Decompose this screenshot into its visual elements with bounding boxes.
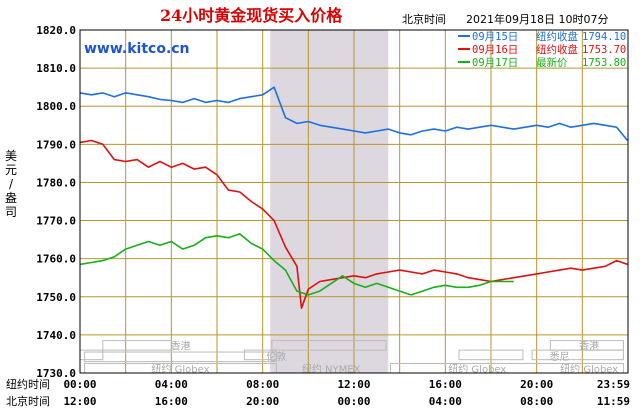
market-label: 纽约 Globex <box>560 362 618 375</box>
market-session-box <box>531 349 624 361</box>
x-tick-label: 00:00 <box>63 378 96 391</box>
plot-frame <box>79 29 629 374</box>
x-tick-label: 20:00 <box>246 395 279 408</box>
legend-label: 最新价 <box>536 56 568 69</box>
x-tick-label: 04:00 <box>155 378 188 391</box>
y-tick-label: 1810.0 <box>36 62 76 75</box>
x-tick-label: 16:00 <box>429 378 462 391</box>
x-tick-label: 12:00 <box>63 395 96 408</box>
y-tick-label: 1740.0 <box>36 329 76 342</box>
timestamp: 2021年09月18日 10时07分 <box>466 12 608 26</box>
legend-date: 09月15日 <box>472 31 518 43</box>
y-tick-label: 1770.0 <box>36 215 76 228</box>
x-tick-label: 20:00 <box>520 378 553 391</box>
legend-label: 纽约收盘 <box>536 43 578 56</box>
chart-title: 24小时黄金现货买入价格 <box>160 6 343 25</box>
y-tick-label: 1760.0 <box>36 253 76 266</box>
y-tick-label: 1790.0 <box>36 138 76 151</box>
market-label: 香港 <box>170 341 190 353</box>
market-label: 悉尼 <box>550 351 570 363</box>
market-label: 纽约 NYMEX <box>302 362 361 375</box>
x-axis-row-label: 纽约时间 <box>6 377 50 391</box>
x-axis-row-label: 北京时间 <box>6 394 50 408</box>
market-session-box <box>243 349 277 361</box>
series-line-1 <box>79 86 629 142</box>
x-tick-label: 23:59 <box>597 378 630 391</box>
y-tick-label: 1730.0 <box>36 367 76 380</box>
market-session-box <box>549 340 624 351</box>
x-tick-label: 16:00 <box>155 395 188 408</box>
series-line-3 <box>79 233 514 296</box>
legend-value: 1753.80 <box>582 57 626 69</box>
market-label: 伦敦 <box>266 350 286 363</box>
x-tick-label: 08:00 <box>520 395 553 408</box>
x-tick-label: 00:00 <box>337 395 370 408</box>
x-tick-label: 11:59 <box>597 395 630 408</box>
market-label: 纽约 Globex <box>151 362 209 375</box>
market-label: 纽约 Globex <box>448 362 506 375</box>
market-session-box <box>102 340 172 351</box>
timezone-label: 北京时间 <box>402 12 446 26</box>
x-tick-label: 08:00 <box>246 378 279 391</box>
legend-date: 09月17日 <box>472 57 518 69</box>
x-tick-label: 04:00 <box>429 395 462 408</box>
y-tick-label: 1750.0 <box>36 291 76 304</box>
nymex-session-band <box>270 30 389 373</box>
legend-value: 1794.10 <box>582 31 626 43</box>
market-session-box <box>271 340 387 351</box>
market-label: 香港 <box>579 341 599 353</box>
y-tick-label: 1800.0 <box>36 100 76 113</box>
legend-value: 1753.70 <box>582 44 626 56</box>
y-axis-label: 美 元/盎司 <box>5 149 21 219</box>
y-tick-label: 1780.0 <box>36 176 76 189</box>
y-tick-label: 1820.0 <box>36 24 76 37</box>
x-tick-label: 12:00 <box>337 378 370 391</box>
market-session-box <box>458 349 524 361</box>
series-line-2 <box>79 139 628 310</box>
legend-date: 09月16日 <box>472 44 518 56</box>
site-watermark: www.kitco.cn <box>84 41 190 57</box>
legend-label: 纽约收盘 <box>536 30 578 43</box>
